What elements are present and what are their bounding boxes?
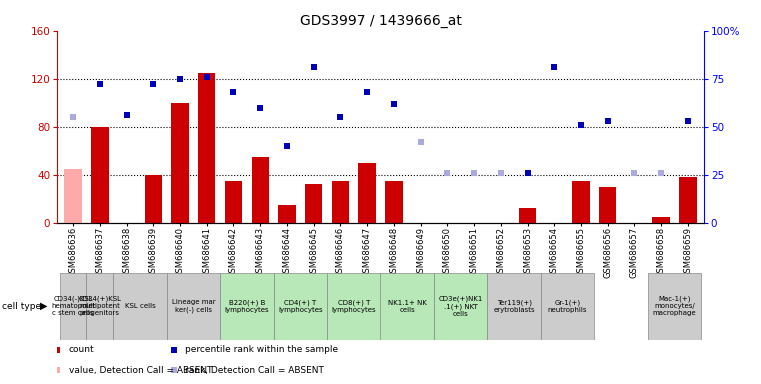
Bar <box>327 273 380 340</box>
Bar <box>385 181 403 223</box>
Bar <box>279 205 295 223</box>
Bar <box>305 184 323 223</box>
Text: percentile rank within the sample: percentile rank within the sample <box>185 346 339 354</box>
Bar <box>487 273 541 340</box>
Text: Lineage mar
ker(-) cells: Lineage mar ker(-) cells <box>171 300 215 313</box>
Text: Gr-1(+)
neutrophils: Gr-1(+) neutrophils <box>548 300 587 313</box>
Bar <box>171 103 189 223</box>
Bar <box>519 208 537 223</box>
Text: CD8(+) T
lymphocytes: CD8(+) T lymphocytes <box>332 300 376 313</box>
Text: count: count <box>68 346 94 354</box>
Text: rank, Detection Call = ABSENT: rank, Detection Call = ABSENT <box>185 366 324 374</box>
Text: CD3e(+)NK1
.1(+) NKT
cells: CD3e(+)NK1 .1(+) NKT cells <box>438 296 483 317</box>
Text: NK1.1+ NK
cells: NK1.1+ NK cells <box>388 300 427 313</box>
Bar <box>60 273 87 340</box>
Bar <box>541 273 594 340</box>
Text: CD34(-)KSL
hematopoiet
c stem cells: CD34(-)KSL hematopoiet c stem cells <box>51 296 95 316</box>
Text: KSL cells: KSL cells <box>125 303 155 309</box>
Text: Ter119(+)
erytroblasts: Ter119(+) erytroblasts <box>493 300 535 313</box>
Bar <box>380 273 434 340</box>
Bar <box>220 273 274 340</box>
Bar <box>87 273 113 340</box>
Text: cell type: cell type <box>2 302 40 311</box>
Text: Mac-1(+)
monocytes/
macrophage: Mac-1(+) monocytes/ macrophage <box>653 296 696 316</box>
Bar <box>680 177 696 223</box>
Bar <box>145 175 162 223</box>
Bar <box>167 273 220 340</box>
Bar <box>572 181 590 223</box>
Bar <box>599 187 616 223</box>
Bar <box>652 217 670 223</box>
Text: CD34(+)KSL
multipotent
progenitors: CD34(+)KSL multipotent progenitors <box>78 296 121 316</box>
Text: CD4(+) T
lymphocytes: CD4(+) T lymphocytes <box>278 300 323 313</box>
Bar <box>198 73 215 223</box>
Bar <box>91 127 109 223</box>
Bar <box>434 273 487 340</box>
Bar <box>358 163 376 223</box>
Bar <box>65 169 81 223</box>
Bar <box>252 157 269 223</box>
Bar <box>224 181 242 223</box>
Bar <box>113 273 167 340</box>
Text: ▶: ▶ <box>40 301 47 311</box>
Bar <box>648 273 701 340</box>
Bar <box>332 181 349 223</box>
Title: GDS3997 / 1439666_at: GDS3997 / 1439666_at <box>300 14 461 28</box>
Text: B220(+) B
lymphocytes: B220(+) B lymphocytes <box>224 300 269 313</box>
Text: value, Detection Call = ABSENT: value, Detection Call = ABSENT <box>68 366 212 374</box>
Bar <box>274 273 327 340</box>
